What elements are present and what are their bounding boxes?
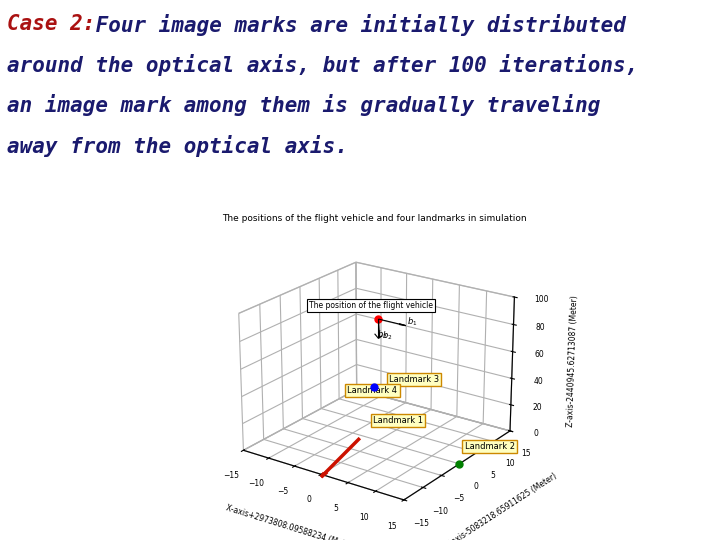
Text: away from the optical axis.: away from the optical axis. (7, 135, 348, 157)
X-axis label: X-axis+2973808.09588234 (Meter): X-axis+2973808.09588234 (Meter) (225, 504, 356, 540)
Text: Four image marks are initially distributed: Four image marks are initially distribut… (83, 14, 626, 36)
Text: around the optical axis, but after 100 iterations,: around the optical axis, but after 100 i… (7, 54, 639, 76)
Title: The positions of the flight vehicle and four landmarks in simulation: The positions of the flight vehicle and … (222, 214, 527, 223)
Text: Case 2:: Case 2: (7, 14, 96, 33)
Y-axis label: Y-axis-5083218.65911625 (Meter): Y-axis-5083218.65911625 (Meter) (445, 471, 559, 540)
Text: an image mark among them is gradually traveling: an image mark among them is gradually tr… (7, 94, 600, 117)
